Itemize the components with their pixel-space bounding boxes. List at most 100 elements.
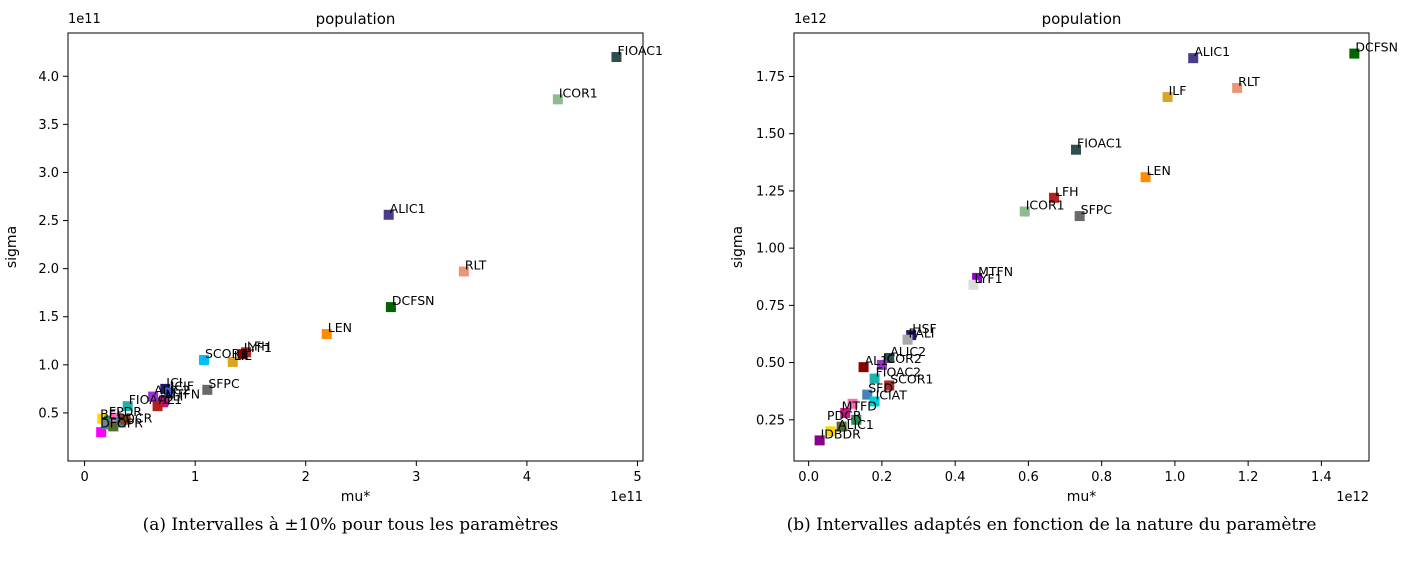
y-tick-label: 1.25 — [756, 184, 785, 199]
point-label: ICIAT — [876, 387, 908, 402]
scatter-chart-b: population 0.0 0.2 0.4 0.6 0.8 1.0 1.2 1.4 0.25 0.… — [730, 10, 1398, 505]
point-label: ALIC1 — [1194, 44, 1230, 59]
data-point — [199, 355, 210, 366]
y-tick-label: 0.75 — [756, 299, 785, 314]
point-label: PALI — [909, 326, 935, 341]
data-point — [1140, 172, 1151, 183]
data-point — [825, 426, 836, 437]
chart-panel-b: population 0.0 0.2 0.4 0.6 0.8 1.0 1.2 1.4 0.25 0.… — [701, 0, 1402, 563]
cluster-label: PDCR — [118, 411, 153, 426]
data-point — [1019, 206, 1030, 217]
point-label: ICOR1 — [559, 85, 598, 100]
y-tick-label: 1.5 — [38, 310, 59, 325]
data-point — [108, 421, 119, 432]
y-tick-label: 1.0 — [38, 358, 59, 373]
data-point — [1074, 211, 1085, 222]
plot-frame — [67, 32, 644, 462]
data-point — [1349, 48, 1360, 59]
data-point — [869, 373, 880, 384]
point-label: DCFSN — [392, 293, 435, 308]
y-tick-label: 0.5 — [38, 406, 59, 421]
x-tick-label: 2 — [302, 470, 310, 485]
y-tick-label: 3.0 — [38, 166, 59, 181]
x-tick-label: 0.0 — [798, 470, 819, 485]
data-point — [148, 391, 159, 402]
point-label: ALI — [164, 388, 183, 403]
point-label: ICOR2 — [883, 351, 922, 366]
data-point — [862, 389, 873, 400]
caption-a: (a) Intervalles à ±10% pour tous les par… — [142, 515, 559, 535]
data-point — [836, 421, 847, 432]
data-point — [869, 396, 880, 407]
data-point — [876, 359, 887, 370]
data-point — [902, 334, 913, 345]
data-point — [611, 52, 622, 63]
cluster-label: BEL — [100, 407, 123, 422]
x-tick-label: 0.8 — [1091, 470, 1112, 485]
point-label: ICOR1 — [1026, 198, 1065, 213]
chart-title: population — [1042, 10, 1122, 28]
x-tick-label: 0.2 — [872, 470, 893, 485]
cluster-label: PDCR — [827, 408, 862, 423]
x-tick-label: 1.2 — [1238, 470, 1259, 485]
point-label: LFH — [1055, 184, 1079, 199]
point-label: ALIC2 — [890, 344, 926, 359]
caption-b: (b) Intervalles adaptés en fonction de l… — [786, 515, 1317, 535]
point-label: HSF — [912, 321, 937, 336]
y-tick-label: 2.0 — [38, 262, 59, 277]
y-tick-label: 4.0 — [38, 70, 59, 85]
point-label: FIOAC2 — [129, 392, 175, 407]
y-tick-label: 0.25 — [756, 413, 785, 428]
point-label: SFD — [868, 381, 893, 396]
x-axis-label: mu* — [341, 489, 371, 505]
point-label: SFPC — [208, 376, 240, 391]
cluster-label: FPDR — [109, 404, 142, 419]
data-point — [96, 427, 107, 438]
x-tick-label: 0.4 — [945, 470, 966, 485]
x-tick-label: 1.0 — [1165, 470, 1186, 485]
chart-panel-a: population 0 1 2 3 4 5 0.5 1.0 1.5 2.0 2.5 3.0 3.5 4.0… — [4, 10, 663, 535]
cluster-label: ALIC1 — [838, 417, 874, 432]
y-tick-label: 1.50 — [756, 127, 785, 142]
data-point — [1162, 92, 1173, 103]
data-point — [858, 362, 869, 373]
data-point — [552, 94, 563, 105]
point-label: FIOAC1 — [1077, 136, 1123, 151]
data-point — [227, 356, 238, 367]
x-tick-label: 4 — [523, 470, 531, 485]
y-tick-label: 3.5 — [38, 118, 59, 133]
data-point — [884, 353, 895, 364]
point-label: SCOR1 — [205, 346, 248, 361]
point-label: LEN — [1147, 163, 1171, 178]
point-label: LEN — [328, 320, 352, 335]
point-label: MTFN — [165, 386, 200, 401]
y-tick-label: 1.75 — [756, 70, 785, 85]
point-label: ICI — [166, 375, 182, 390]
chart-title: population — [316, 10, 396, 28]
x-tick-label: 0.6 — [1018, 470, 1039, 485]
y-axis-label: sigma — [730, 226, 746, 268]
point-label: SCOR1 — [890, 371, 933, 386]
point-label: ALIC2 — [154, 383, 190, 398]
data-point — [972, 272, 983, 283]
data-point — [1071, 144, 1082, 155]
y-offset-text: 1e11 — [68, 12, 101, 27]
point-label: RLT — [465, 258, 487, 273]
data-point — [152, 401, 163, 412]
data-point — [1049, 192, 1060, 203]
data-point — [122, 401, 133, 412]
y-axis-label: sigma — [4, 226, 20, 268]
data-point — [321, 329, 332, 340]
data-point — [1232, 82, 1243, 93]
x-tick-label: 0 — [80, 470, 88, 485]
point-label: LFH — [247, 338, 271, 353]
x-tick-label: 1.4 — [1311, 470, 1332, 485]
data-point — [884, 380, 895, 391]
data-point — [851, 414, 862, 425]
cluster-label: DFOPR — [100, 415, 143, 430]
data-point — [158, 397, 169, 408]
data-point — [458, 266, 469, 277]
point-label: LYF1 — [974, 271, 1002, 286]
point-label: MTFN — [978, 264, 1013, 279]
y-tick-label: 2.5 — [38, 214, 59, 229]
